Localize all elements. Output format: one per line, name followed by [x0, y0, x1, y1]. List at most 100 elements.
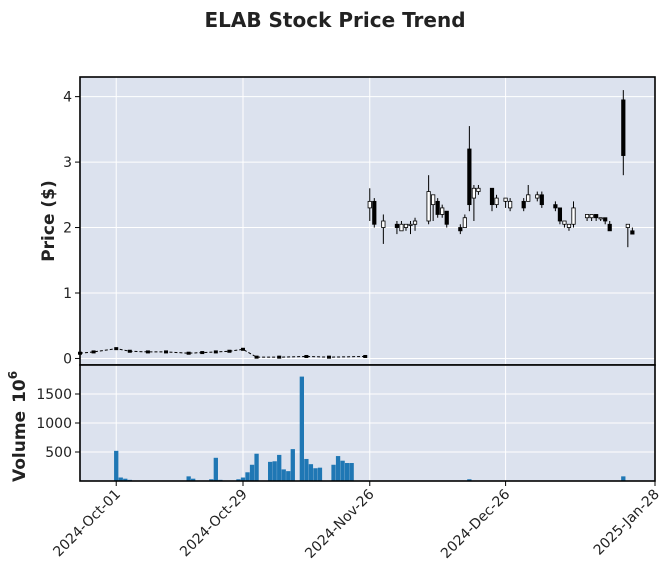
volume-bar	[236, 479, 241, 481]
low-price-candle	[114, 347, 119, 351]
low-price-candle	[127, 349, 132, 353]
volume-bar	[123, 478, 128, 481]
candle-body	[589, 214, 594, 219]
candle-body	[489, 187, 495, 206]
candle-body	[598, 217, 603, 220]
candle-body	[367, 200, 372, 209]
x-tick-label: 2024-Oct-29	[177, 487, 251, 561]
volume-bar	[299, 376, 305, 481]
candle-body	[553, 204, 558, 209]
candle-body	[566, 223, 572, 228]
price-plot-area	[80, 77, 655, 365]
price-y-ticks: 0 1 2 3 4	[63, 90, 80, 367]
candle-body	[444, 210, 449, 225]
candle-body	[372, 200, 377, 225]
volume-multiplier-exponent: 6	[6, 371, 20, 379]
x-tick-label: 2025-Jan-28	[591, 487, 663, 559]
volume-bar	[268, 461, 273, 481]
price-y-tick-label: 3	[63, 155, 72, 171]
volume-label-text: Volume	[10, 411, 30, 482]
candle-body	[403, 223, 409, 228]
volume-bar	[245, 472, 250, 481]
volume-bar	[277, 454, 282, 481]
low-price-candle	[254, 355, 259, 359]
volume-bar	[317, 467, 323, 481]
volume-bar	[304, 458, 309, 481]
candle-body	[607, 223, 612, 232]
low-price-candle	[240, 347, 245, 351]
volume-bar	[621, 476, 626, 481]
low-price-candle	[363, 354, 368, 358]
candle-body	[494, 197, 499, 206]
volume-bar	[349, 463, 354, 481]
volume-y-tick-label: 1000	[36, 416, 72, 432]
volume-bar	[249, 464, 255, 481]
candle-body	[557, 207, 563, 222]
volume-bar	[281, 469, 286, 481]
volume-y-tick-label: 1500	[36, 387, 72, 403]
chart-title: ELAB Stock Price Trend	[204, 8, 465, 32]
volume-y-tick-label: 500	[45, 445, 72, 461]
price-y-tick-label: 4	[63, 90, 72, 106]
low-price-candle	[277, 355, 282, 359]
low-price-line	[79, 348, 366, 358]
low-price-candle	[164, 350, 169, 354]
candle-body	[630, 230, 635, 235]
candle-body	[435, 200, 440, 215]
volume-bar	[191, 478, 196, 481]
volume-bar	[308, 464, 314, 481]
x-axis-ticks: 2024-Oct-01 2024-Oct-29 2024-Nov-26 2024-De…	[50, 481, 663, 562]
price-y-tick-label: 2	[63, 221, 72, 237]
candle-body	[440, 207, 445, 215]
candle-body	[458, 227, 463, 232]
volume-bar	[186, 476, 191, 481]
candlesticks	[367, 90, 635, 248]
low-price-candle	[227, 349, 232, 353]
x-tick-label: 2024-Oct-01	[50, 487, 124, 561]
low-price-candle	[91, 350, 96, 354]
volume-bar	[254, 453, 259, 481]
candle-body	[476, 187, 481, 192]
volume-bar	[344, 463, 350, 481]
volume-y-ticks: 500 1000 1500	[36, 387, 80, 461]
candle-body	[625, 223, 630, 228]
candle-body	[412, 220, 418, 225]
candle-body	[408, 223, 413, 226]
candle-body	[394, 223, 400, 228]
candle-body	[584, 214, 590, 219]
candle-body	[603, 217, 608, 222]
volume-bar	[286, 471, 291, 481]
volume-bar	[114, 450, 119, 481]
candle-body	[426, 191, 431, 222]
candle-body	[503, 197, 508, 202]
low-price-candle	[213, 350, 218, 354]
volume-bar	[213, 457, 218, 481]
volume-bar	[335, 456, 341, 481]
volume-bar	[272, 461, 277, 481]
candle-body	[594, 214, 599, 219]
candle-body	[381, 220, 386, 228]
candle-body	[562, 220, 567, 225]
candle-body	[471, 187, 476, 199]
volume-bar	[240, 477, 246, 481]
low-price-candle	[145, 350, 150, 354]
volume-bar	[209, 479, 214, 481]
low-price-candle	[327, 355, 332, 359]
price-y-tick-label: 0	[63, 351, 72, 367]
volume-bar	[313, 468, 318, 481]
volume-y-axis-label: Volume 106	[6, 371, 30, 482]
candle-body	[508, 200, 513, 209]
x-tick-label: 2024-Dec-26	[438, 486, 513, 561]
price-y-tick-label: 1	[63, 286, 72, 302]
low-price-segment	[78, 347, 368, 359]
candle-body	[535, 194, 540, 199]
volume-bar	[340, 460, 345, 481]
volume-bar	[331, 464, 336, 481]
candle-body	[399, 223, 404, 232]
volume-multiplier: 10	[10, 379, 30, 403]
candle-body	[467, 148, 472, 206]
candle-body	[521, 200, 526, 209]
candle-body	[571, 207, 576, 225]
price-y-axis-label: Price ($)	[39, 180, 59, 262]
